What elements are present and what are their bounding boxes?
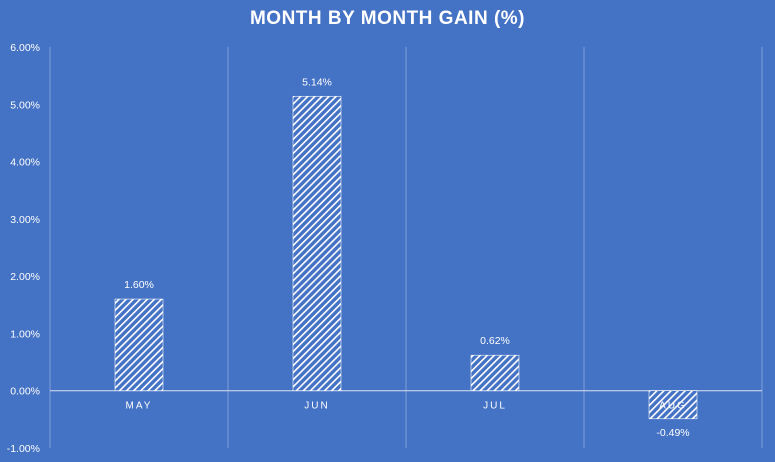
bar-jun (292, 95, 342, 392)
data-label: 1.60% (124, 279, 154, 291)
y-tick-label: 0.00% (10, 386, 40, 398)
y-tick-label: 1.00% (10, 328, 40, 340)
data-label: -0.49% (656, 427, 689, 439)
y-tick-label: 6.00% (10, 42, 40, 54)
x-category-label: JUL (483, 401, 507, 412)
y-tick-label: 5.00% (10, 99, 40, 111)
y-tick-label: 2.00% (10, 271, 40, 283)
y-tick-label: 3.00% (10, 214, 40, 226)
y-tick-label: -1.00% (7, 443, 40, 455)
data-label: 5.14% (302, 76, 332, 88)
x-category-label: AUG (659, 401, 687, 412)
chart-title: MONTH BY MONTH GAIN (%) (249, 8, 526, 29)
x-category-label: MAY (126, 401, 153, 412)
bar-may (114, 298, 164, 392)
y-tick-label: 4.00% (10, 157, 40, 169)
data-label: 0.62% (480, 335, 510, 347)
x-category-label: JUN (304, 401, 329, 412)
bar-aug (648, 390, 698, 420)
bar-jul (470, 354, 520, 392)
